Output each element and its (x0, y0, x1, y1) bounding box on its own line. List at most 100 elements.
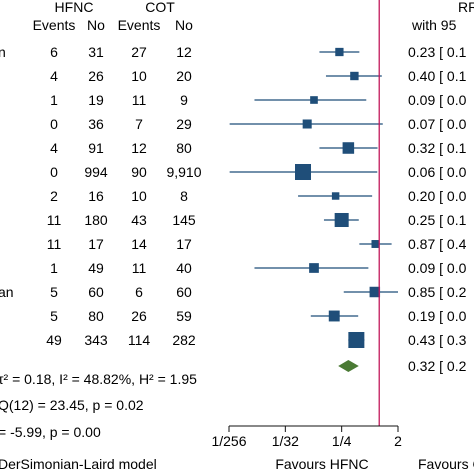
rr-marker (371, 240, 380, 248)
row-cot-events: 10 (131, 188, 147, 204)
rr-marker (369, 286, 381, 298)
header-hfnc: HFNC (55, 0, 94, 15)
overall-diamond (338, 360, 359, 372)
row-hfnc-events: 2 (50, 188, 58, 204)
row-hfnc-no: 60 (88, 284, 104, 300)
row-hfnc-no: 26 (88, 68, 104, 84)
row-hfnc-no: 17 (88, 236, 104, 252)
header-rr-sub: with 95 (411, 17, 457, 33)
row-rr-text: 0.07 [ 0.0 (408, 116, 467, 132)
favours-left: Favours HFNC (275, 456, 368, 472)
row-cot-no: 17 (176, 236, 192, 252)
header-hfnc-events: Events (33, 17, 76, 33)
row-cot-no: 9,910 (166, 164, 201, 180)
header-cot: COT (145, 0, 175, 15)
stats-heterogeneity: τ² = 0.18, I² = 48.82%, H² = 1.95 (0, 371, 197, 387)
stats-z: = -5.99, p = 0.00 (0, 424, 101, 440)
rr-marker (328, 310, 340, 322)
row-rr-text: 0.85 [ 0.2 (408, 284, 467, 300)
row-hfnc-no: 343 (84, 332, 108, 348)
row-cot-no: 20 (176, 68, 192, 84)
rr-marker (342, 142, 355, 154)
row-hfnc-events: 1 (50, 92, 58, 108)
row-cot-no: 59 (176, 308, 192, 324)
row-cot-no: 80 (176, 140, 192, 156)
study-rows: n 6 31 27 12 0.23 [ 0.14 26 10 20 0.40 [ 0.11 19 11… (0, 44, 467, 348)
row-cot-events: 43 (131, 212, 147, 228)
rr-marker (331, 192, 340, 200)
header-cot-no: No (175, 17, 193, 33)
row-rr-text: 0.40 [ 0.1 (408, 68, 467, 84)
row-cot-events: 11 (132, 92, 147, 108)
row-cot-events: 26 (131, 308, 147, 324)
row-rr-text: 0.09 [ 0.0 (408, 92, 467, 108)
row-rr-text: 0.19 [ 0.0 (408, 308, 467, 324)
row-cot-events: 114 (128, 332, 151, 348)
favours-right: Favours COT (418, 456, 474, 472)
row-hfnc-events: 4 (50, 68, 58, 84)
row-rr-text: 0.87 [ 0.4 (408, 236, 467, 252)
row-cot-no: 29 (176, 116, 192, 132)
row-cot-no: 9 (180, 92, 188, 108)
row-hfnc-events: 5 (50, 284, 58, 300)
row-hfnc-events: 0 (50, 164, 58, 180)
row-rr-text: 0.06 [ 0.0 (408, 164, 467, 180)
row-label-fragment: n (0, 44, 6, 60)
row-hfnc-no: 49 (88, 260, 104, 276)
x-tick-label: 2 (394, 433, 402, 449)
row-rr-text: 0.09 [ 0.0 (408, 260, 467, 276)
header-rr: RR (458, 0, 474, 15)
row-hfnc-no: 31 (88, 44, 104, 60)
row-cot-no: 12 (176, 44, 192, 60)
row-hfnc-events: 1 (50, 260, 58, 276)
row-hfnc-events: 4 (50, 140, 58, 156)
study-markers (229, 47, 398, 348)
row-hfnc-no: 994 (84, 164, 108, 180)
row-hfnc-events: 11 (47, 212, 62, 228)
row-hfnc-events: 0 (50, 116, 58, 132)
header-cot-events: Events (118, 17, 161, 33)
stats-q: Q(12) = 23.45, p = 0.02 (0, 397, 144, 413)
row-cot-no: 40 (176, 260, 192, 276)
row-rr-text: 0.23 [ 0.1 (408, 44, 467, 60)
x-tick-label: 1/4 (332, 433, 352, 449)
header-hfnc-no: No (87, 17, 105, 33)
row-label-fragment: an (0, 284, 14, 300)
row-cot-no: 8 (180, 188, 188, 204)
row-cot-events: 6 (135, 284, 143, 300)
row-rr-text: 0.32 [ 0.1 (408, 140, 467, 156)
row-cot-no: 282 (172, 332, 196, 348)
row-rr-text: 0.25 [ 0.1 (408, 212, 467, 228)
row-hfnc-no: 16 (88, 188, 104, 204)
row-cot-no: 60 (176, 284, 192, 300)
row-rr-text: 0.43 [ 0.3 (408, 332, 467, 348)
row-cot-events: 14 (131, 236, 147, 252)
row-hfnc-no: 180 (84, 212, 108, 228)
rr-marker (302, 119, 312, 129)
overall-rr-text: 0.32 [ 0.2 (408, 358, 467, 374)
row-hfnc-events: 11 (47, 236, 62, 252)
row-rr-text: 0.20 [ 0.0 (408, 188, 467, 204)
row-hfnc-events: 6 (50, 44, 58, 60)
row-cot-events: 7 (135, 116, 143, 132)
row-cot-events: 90 (131, 164, 147, 180)
row-hfnc-events: 49 (46, 332, 62, 348)
row-hfnc-no: 19 (88, 92, 104, 108)
row-cot-events: 27 (131, 44, 147, 60)
rr-marker (295, 164, 312, 180)
rr-marker (309, 263, 319, 273)
row-cot-events: 11 (132, 260, 147, 276)
rr-marker (335, 47, 344, 57)
x-tick-label: 1/32 (272, 433, 299, 449)
row-hfnc-no: 36 (88, 116, 104, 132)
x-axis: 1/256 1/32 1/4 2 (211, 426, 402, 449)
row-cot-events: 12 (131, 140, 147, 156)
rr-marker (310, 96, 318, 104)
row-hfnc-no: 80 (88, 308, 104, 324)
rr-marker (348, 332, 365, 348)
row-cot-events: 10 (131, 68, 147, 84)
x-tick-label: 1/256 (211, 433, 246, 449)
rr-marker (334, 212, 349, 228)
row-cot-no: 145 (172, 212, 196, 228)
